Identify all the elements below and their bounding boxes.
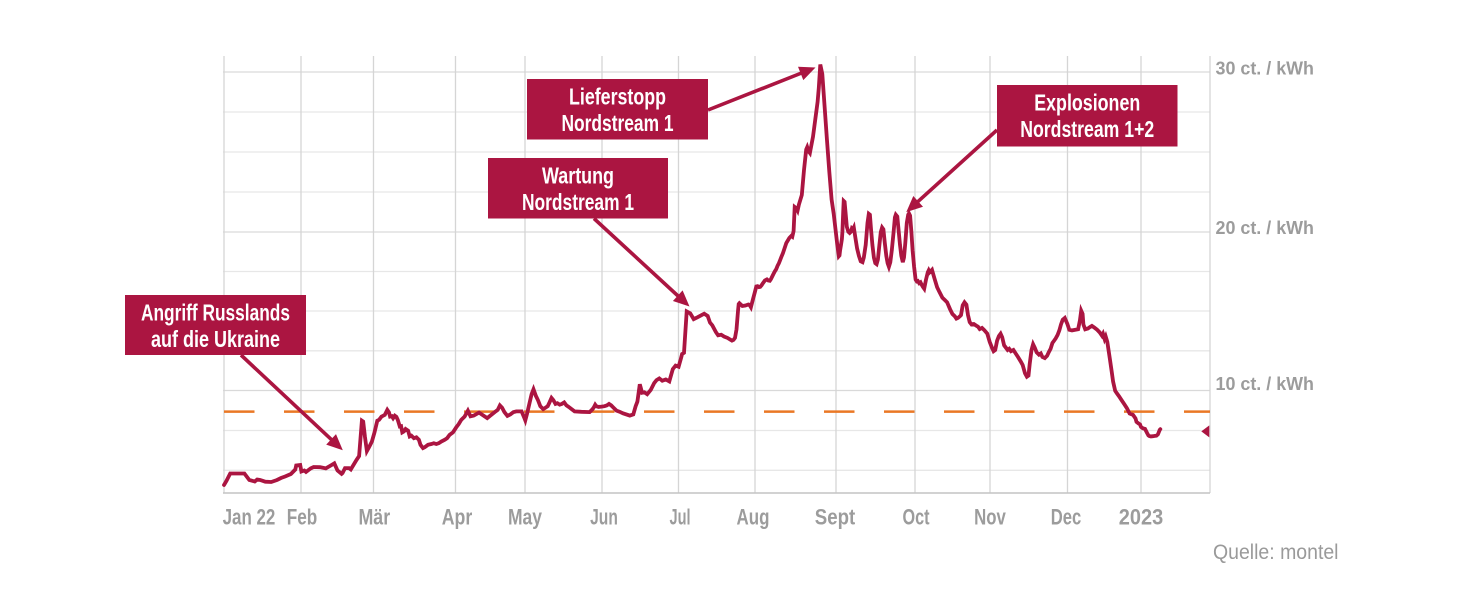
svg-text:10 ct. / kWh: 10 ct. / kWh (1216, 373, 1315, 394)
svg-text:Jun: Jun (590, 505, 618, 530)
svg-text:30 ct. / kWh: 30 ct. / kWh (1216, 57, 1315, 78)
svg-text:Dec: Dec (1051, 505, 1082, 530)
svg-text:Apr: Apr (442, 505, 473, 530)
svg-text:Angriff Russlands: Angriff Russlands (141, 300, 290, 326)
svg-text:auf die Ukraine: auf die Ukraine (151, 326, 280, 352)
svg-text:2023: 2023 (1119, 505, 1163, 530)
svg-text:Sept: Sept (815, 505, 856, 530)
svg-text:Nordstream 1: Nordstream 1 (522, 189, 634, 215)
svg-text:Nov: Nov (974, 505, 1006, 530)
svg-text:Feb: Feb (287, 505, 318, 530)
svg-text:Explosionen: Explosionen (1034, 90, 1140, 116)
svg-text:Nordstream 1: Nordstream 1 (562, 110, 674, 136)
svg-text:20 ct. / kWh: 20 ct. / kWh (1216, 217, 1315, 238)
svg-text:Aug: Aug (737, 505, 770, 530)
svg-text:Oct: Oct (903, 505, 930, 530)
svg-text:Nordstream 1+2: Nordstream 1+2 (1020, 116, 1154, 142)
svg-text:Wartung: Wartung (542, 163, 614, 189)
svg-text:Jan 22: Jan 22 (223, 505, 276, 530)
svg-text:Mär: Mär (358, 505, 390, 530)
svg-text:May: May (508, 505, 543, 530)
svg-text:Quelle: montel: Quelle: montel (1213, 541, 1339, 564)
svg-text:Jul: Jul (670, 505, 691, 530)
svg-text:Lieferstopp: Lieferstopp (569, 84, 666, 110)
